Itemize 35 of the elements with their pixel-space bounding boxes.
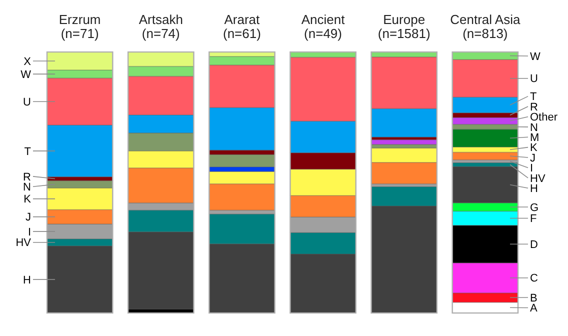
x-tick-label: Erzrum (n=71) (58, 12, 101, 41)
x-tick-label: Central Asia (n=813) (450, 12, 521, 41)
text: H (23, 274, 31, 286)
x-tick-label: Ancient (n=49) (301, 12, 346, 41)
series-label: I (530, 162, 534, 175)
text: U (23, 96, 31, 108)
series-label: B (530, 292, 538, 304)
series-label: C (530, 272, 538, 285)
text: K (24, 194, 31, 206)
text: T (24, 146, 31, 158)
series-label: A (530, 302, 538, 315)
series-label: X (24, 56, 32, 68)
text: N (23, 181, 31, 194)
series-label: H (530, 182, 538, 195)
series-label: Other (530, 112, 558, 124)
series-label: R (530, 101, 538, 114)
series-label: G (530, 202, 539, 214)
text: I (28, 226, 31, 238)
series-label: W (530, 50, 541, 63)
x-tick-label: Artsakh (n=74) (138, 12, 183, 41)
series-label: U (530, 73, 538, 86)
text: W (20, 68, 31, 81)
x-tick-label: Ararat (n=61) (222, 12, 261, 41)
series-label: HV (530, 172, 546, 185)
series-label: K (530, 142, 538, 154)
series-label: N (530, 122, 538, 134)
x-tick-label: Europe (n=1581) (378, 12, 430, 41)
text: R (23, 171, 31, 184)
text: J (26, 212, 31, 224)
text: HV (16, 237, 31, 250)
series-label: F (530, 213, 537, 226)
series-label: J (530, 152, 536, 164)
series-label: D (530, 238, 538, 251)
series-label: T (530, 91, 537, 104)
series-label: M (530, 132, 540, 144)
